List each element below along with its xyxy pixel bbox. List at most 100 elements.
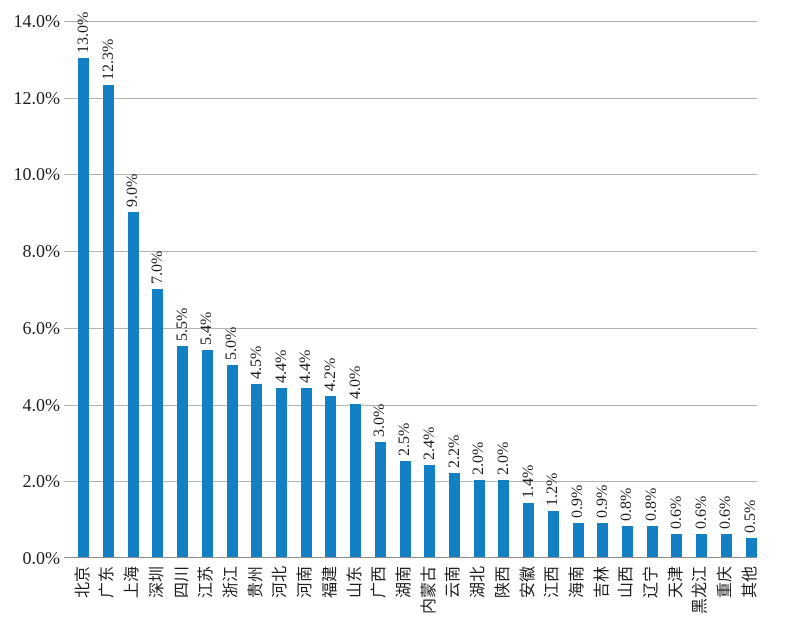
bar-value-label: 13.0% — [74, 12, 92, 54]
bar-value-label: 3.0% — [371, 403, 389, 437]
x-axis-category-label: 天津 — [667, 566, 685, 599]
bar-value-label: 9.0% — [124, 173, 142, 207]
bar — [572, 522, 584, 557]
y-axis-tick-label: 6.0% — [22, 318, 61, 338]
bar — [621, 526, 633, 557]
bar — [523, 503, 535, 557]
bar — [226, 365, 238, 557]
x-axis-category-label: 河北 — [272, 566, 290, 599]
y-axis-tick-label: 14.0% — [13, 11, 61, 31]
bar-value-label: 4.4% — [272, 349, 290, 384]
bar-value-label: 5.0% — [223, 326, 241, 361]
x-axis-category-label: 海南 — [569, 566, 586, 599]
bar-value-label: 0.6% — [717, 495, 735, 529]
bar — [745, 537, 757, 557]
x-axis-category-label: 贵州 — [247, 566, 265, 599]
x-axis-category-label: 广西 — [371, 566, 389, 599]
bar-value-label: 2.4% — [420, 426, 438, 460]
bar-value-label: 5.4% — [198, 311, 216, 345]
bar-value-label: 4.5% — [247, 346, 265, 380]
x-axis-category-label: 湖南 — [396, 566, 413, 599]
bar-value-label: 0.9% — [569, 484, 586, 518]
bar-value-label: 2.2% — [445, 434, 463, 468]
x-axis-category-label: 深圳 — [148, 566, 166, 599]
x-axis-category-label: 安徽 — [519, 566, 537, 599]
bar-value-label: 0.8% — [643, 487, 661, 522]
gridline — [64, 481, 757, 482]
bar-value-label: 0.9% — [593, 484, 611, 518]
x-axis-category-label: 四川 — [173, 566, 191, 599]
bar — [498, 480, 510, 557]
x-axis-category-label: 福建 — [321, 566, 339, 599]
bar — [449, 472, 460, 557]
bar — [325, 395, 337, 557]
bar-value-label: 5.5% — [173, 307, 191, 341]
bar — [78, 58, 90, 557]
bar — [201, 349, 213, 557]
bar — [399, 461, 411, 557]
x-axis-category-label: 河南 — [297, 566, 315, 599]
x-axis-category-label: 山东 — [346, 566, 364, 599]
bar — [424, 464, 436, 557]
x-axis-category-label: 陕西 — [494, 566, 512, 599]
x-axis-category-label: 湖北 — [470, 566, 488, 599]
bar-value-label: 0.8% — [618, 487, 636, 522]
x-axis-line — [64, 557, 757, 558]
bar — [646, 526, 658, 557]
bar — [276, 388, 287, 557]
bar — [177, 346, 189, 557]
bar — [103, 85, 114, 557]
bar — [152, 288, 164, 557]
bar-value-label: 0.6% — [667, 495, 685, 529]
x-axis-category-label: 其他 — [742, 566, 759, 599]
bar — [696, 534, 707, 557]
bar-value-label: 0.6% — [692, 495, 710, 529]
bar-value-label: 2.0% — [470, 441, 488, 476]
gridline — [64, 21, 757, 22]
bar — [350, 403, 362, 557]
bar-value-label: 2.5% — [396, 422, 413, 457]
y-axis-tick-label: 4.0% — [22, 395, 61, 415]
bar — [671, 534, 683, 557]
x-axis-category-label: 吉林 — [593, 566, 611, 599]
y-axis-tick-label: 0.0% — [22, 548, 61, 568]
x-axis-category-label: 广东 — [99, 566, 117, 599]
x-axis-category-label: 山西 — [618, 566, 636, 599]
bar-value-label: 4.0% — [346, 365, 364, 399]
gridline — [64, 98, 757, 99]
bar — [473, 480, 485, 557]
bar-value-label: 7.0% — [148, 250, 166, 284]
x-axis-category-label: 重庆 — [717, 566, 735, 599]
x-axis-category-label: 云南 — [445, 566, 463, 599]
x-axis-category-label: 内蒙古 — [420, 566, 438, 615]
x-axis-category-label: 江苏 — [198, 566, 216, 599]
x-axis-category-label: 浙江 — [223, 566, 241, 599]
y-axis-tick-label: 2.0% — [22, 471, 61, 491]
bar — [127, 211, 139, 557]
bar-value-label: 1.2% — [544, 472, 562, 506]
x-axis-category-label: 黑龙江 — [692, 566, 710, 615]
bar-value-label: 1.4% — [519, 464, 537, 499]
x-axis-category-label: 辽宁 — [643, 566, 661, 599]
bar — [300, 388, 312, 557]
bar — [251, 384, 263, 557]
y-axis-tick-label: 10.0% — [13, 164, 61, 184]
x-axis-category-label: 上海 — [124, 566, 142, 599]
bar-value-label: 2.0% — [494, 441, 512, 476]
gridline — [64, 251, 757, 252]
gridline — [64, 174, 757, 175]
y-axis-tick-label: 12.0% — [13, 88, 61, 108]
bar-value-label: 0.5% — [742, 499, 759, 533]
bar — [547, 511, 559, 557]
x-axis-category-label: 北京 — [74, 566, 92, 599]
gridline — [64, 328, 757, 329]
bar — [720, 534, 732, 557]
bar-value-label: 4.4% — [297, 349, 315, 384]
bar-value-label: 4.2% — [321, 357, 339, 391]
x-axis-category-label: 江西 — [544, 566, 562, 599]
bar-value-label: 12.3% — [99, 38, 117, 81]
gridline — [64, 405, 757, 406]
bar — [374, 441, 386, 557]
y-axis-tick-label: 8.0% — [22, 241, 61, 261]
